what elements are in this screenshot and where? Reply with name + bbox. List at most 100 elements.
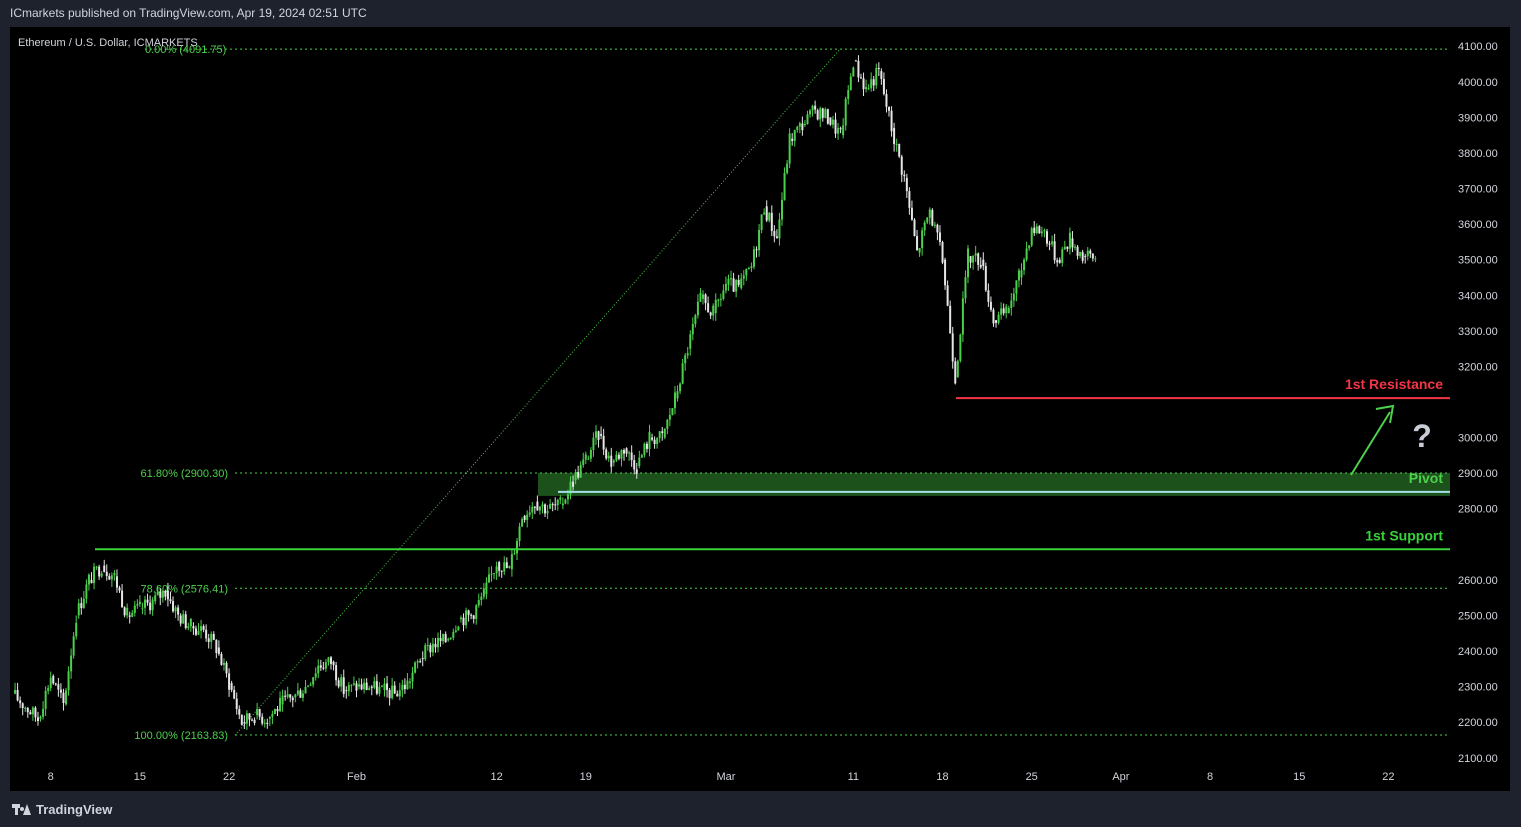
fib-level-label: 78.60% (2576.41) (141, 583, 228, 595)
candle-body (913, 219, 916, 237)
candle-body (584, 454, 587, 460)
candle-body (1081, 252, 1084, 261)
candle-body (44, 690, 47, 709)
candle-body (658, 431, 661, 439)
candle-body (470, 614, 473, 616)
candle-body (691, 323, 694, 335)
price-axis-tick-label: 4000.00 (1458, 77, 1498, 89)
candle-body (1020, 270, 1023, 278)
candle-body (959, 334, 962, 361)
tradingview-footer[interactable]: TradingView (12, 800, 112, 818)
candle-body (972, 255, 975, 263)
candle-body (1094, 258, 1097, 260)
price-axis-tick-label: 3400.00 (1458, 290, 1498, 302)
candle-body (87, 574, 90, 585)
candle-body (1035, 226, 1038, 234)
candle-body (70, 655, 73, 672)
candle-body (345, 690, 348, 692)
symbol-title-label: Ethereum / U.S. Dollar, ICMARKETS (18, 37, 198, 49)
candle-body (946, 285, 949, 306)
candle-body (719, 298, 722, 300)
candle-body (454, 630, 457, 632)
candle-body (500, 570, 503, 572)
candle-body (605, 449, 608, 459)
candle-body (505, 562, 508, 569)
candle-body (465, 610, 468, 626)
candle-body (870, 79, 873, 89)
candle-body (352, 683, 355, 685)
candle-body (1015, 280, 1018, 294)
candle-body (918, 248, 921, 253)
candle-body (640, 455, 643, 458)
candle-body (340, 677, 343, 687)
price-axis-tick-label: 3300.00 (1458, 326, 1498, 338)
candle-body (179, 615, 182, 624)
pivot-zone (538, 473, 1450, 496)
candle-body (21, 703, 24, 709)
candle-body (633, 460, 636, 470)
candle-body (653, 439, 656, 444)
candle-body (230, 683, 233, 690)
candle-body (778, 219, 781, 239)
candle-body (166, 590, 169, 600)
candle-body (93, 566, 96, 584)
candle-body (852, 67, 855, 77)
time-axis-tick-label: 11 (848, 771, 859, 783)
candle-body (29, 712, 32, 715)
candle-body (161, 590, 164, 598)
candle-body (210, 633, 213, 642)
candle-body (821, 108, 824, 118)
candle-body (508, 566, 511, 569)
candle-body (865, 87, 868, 90)
candle-body (747, 267, 750, 269)
candle-body (783, 172, 786, 200)
candle-body (138, 601, 141, 605)
candle-body (225, 662, 228, 674)
candle-body (513, 553, 516, 555)
candle-body (773, 231, 776, 237)
candle-body (837, 128, 840, 134)
candle-body (620, 449, 623, 459)
candle-body (42, 708, 45, 717)
pivot-label: Pivot (1409, 470, 1444, 486)
chart-panel[interactable]: 0.00% (4091.75) 61.80% (2900.30) 78.60% (2… (10, 27, 1510, 791)
candle-body (709, 312, 712, 316)
candle-body (284, 695, 287, 697)
time-axis-tick-label: Apr (1112, 771, 1129, 783)
candle-body (597, 431, 600, 440)
candle-body (197, 630, 200, 635)
candle-body (355, 683, 358, 691)
candle-body (740, 278, 743, 289)
candle-body (194, 628, 197, 635)
candle-body (487, 574, 490, 583)
candle-body (916, 236, 919, 251)
candle-body (251, 719, 254, 721)
candle-body (378, 686, 381, 694)
candle-body (1005, 306, 1008, 314)
candle-body (271, 713, 274, 717)
candle-body (651, 437, 654, 440)
candle-body (467, 610, 470, 615)
time-axis-tick-label: 22 (223, 771, 235, 783)
candle-body (834, 119, 837, 134)
candle-body (490, 573, 493, 575)
candle-body (304, 686, 307, 694)
candle-body (256, 708, 259, 716)
candle-body (115, 576, 118, 588)
candle-body (788, 133, 791, 164)
candle-body (439, 637, 442, 642)
candle-body (82, 598, 85, 609)
candle-body (1043, 230, 1046, 232)
candle-body (826, 109, 829, 124)
candle-body (760, 214, 763, 230)
candle-body (1058, 259, 1061, 263)
time-axis-tick-label: 19 (580, 771, 592, 783)
candle-body (95, 566, 98, 568)
time-axis-tick-label: 22 (1382, 771, 1394, 783)
candle-body (516, 541, 519, 554)
candle-body (294, 694, 297, 698)
candle-body (910, 207, 913, 220)
candle-body (625, 448, 628, 454)
candle-body (582, 459, 585, 465)
price-chart[interactable]: 0.00% (4091.75) 61.80% (2900.30) 78.60% (2… (10, 27, 1510, 791)
